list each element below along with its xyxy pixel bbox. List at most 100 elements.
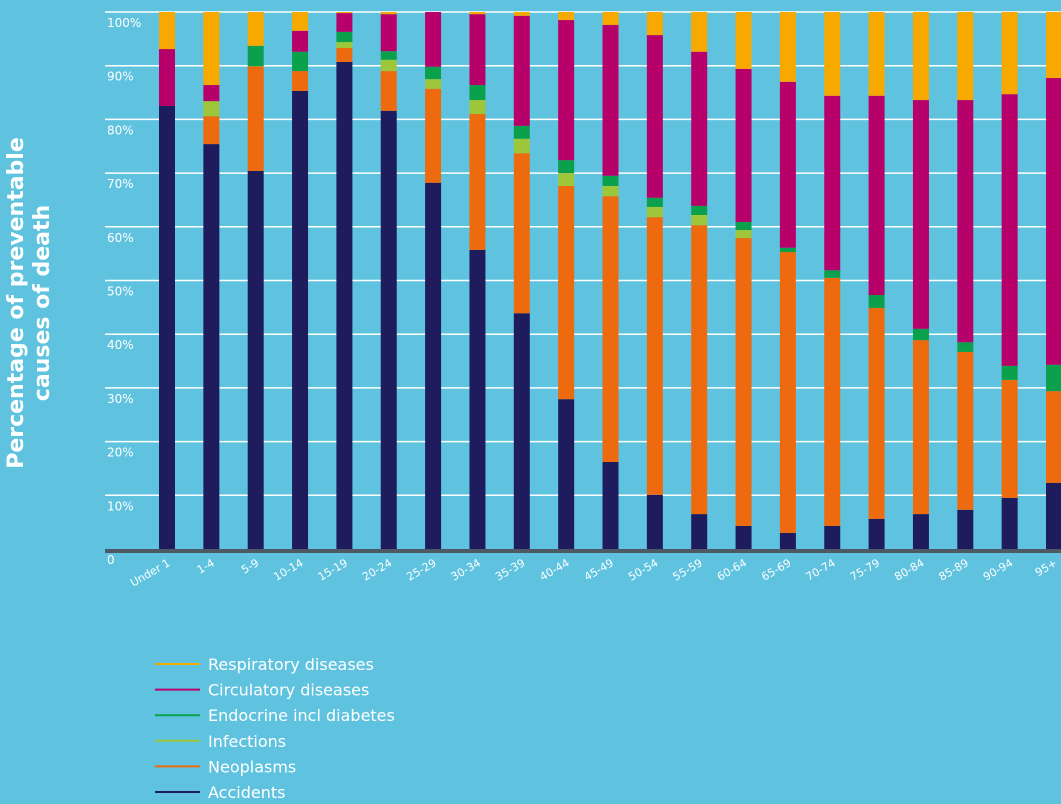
bar-segment bbox=[336, 61, 353, 549]
bar-segment bbox=[513, 15, 530, 126]
bar-segment bbox=[735, 12, 752, 69]
bar-segment bbox=[691, 514, 708, 549]
bar-segment bbox=[824, 277, 841, 526]
bar-segment bbox=[469, 100, 486, 115]
bar-segment bbox=[868, 95, 885, 295]
bar-segment bbox=[735, 525, 752, 549]
bar-segment bbox=[469, 85, 486, 101]
bar-segment bbox=[691, 214, 708, 226]
legend-label: Circulatory diseases bbox=[208, 681, 369, 700]
x-tick-label: 50-54 bbox=[626, 556, 660, 583]
bar-segment bbox=[779, 247, 796, 253]
bar-segment bbox=[824, 525, 841, 549]
bar-segment bbox=[513, 12, 530, 16]
bar-segment bbox=[336, 47, 353, 62]
bar-segment bbox=[513, 138, 530, 154]
bar-segment bbox=[1046, 78, 1061, 365]
bar-segment bbox=[912, 328, 929, 341]
bar-segment bbox=[1046, 391, 1061, 483]
bar-segment bbox=[957, 509, 974, 549]
x-tick-label: 90-94 bbox=[981, 556, 1015, 583]
x-tick-label: 5-9 bbox=[239, 556, 261, 576]
bar-segment bbox=[691, 205, 708, 215]
bar-segment bbox=[336, 31, 353, 43]
bar-segment bbox=[380, 14, 397, 52]
bar-segment bbox=[380, 110, 397, 550]
bar-segment bbox=[1001, 94, 1018, 366]
legend-label: Accidents bbox=[208, 783, 285, 802]
x-tick-label: 25-29 bbox=[404, 556, 438, 583]
x-tick-label: 10-14 bbox=[271, 556, 305, 583]
bar-segment bbox=[957, 100, 974, 343]
legend-label: Respiratory diseases bbox=[208, 655, 374, 674]
bar-segment bbox=[646, 197, 663, 207]
x-tick-label: 20-24 bbox=[360, 556, 394, 583]
bar-segment bbox=[646, 12, 663, 36]
x-tick-label: 1-4 bbox=[195, 556, 217, 576]
bar-segment bbox=[779, 532, 796, 549]
x-tick-label: 15-19 bbox=[316, 556, 350, 583]
bar-segment bbox=[1046, 12, 1061, 79]
bar-segment bbox=[380, 71, 397, 111]
bar-segment bbox=[558, 399, 575, 549]
bar-segment bbox=[469, 12, 486, 15]
bar-segment bbox=[957, 351, 974, 510]
bar-segment bbox=[558, 185, 575, 400]
bar-segment bbox=[425, 182, 442, 550]
bar-segment bbox=[1001, 12, 1018, 95]
bar-segment bbox=[159, 105, 175, 549]
bar-segment bbox=[513, 153, 530, 314]
x-tick-label: 65-69 bbox=[759, 556, 793, 583]
legend-label: Infections bbox=[208, 732, 286, 751]
bar-segment bbox=[380, 59, 397, 72]
bar-segment bbox=[292, 51, 309, 72]
bar-segment bbox=[558, 173, 575, 186]
y-tick-label: 40% bbox=[107, 338, 134, 352]
y-tick-label: 30% bbox=[107, 392, 134, 406]
bar-segment bbox=[203, 101, 220, 117]
bar-segment bbox=[691, 12, 708, 52]
bar-segment bbox=[247, 66, 264, 171]
bar-segment bbox=[868, 518, 885, 549]
bar-segment bbox=[336, 42, 353, 48]
bar-segment bbox=[247, 45, 264, 67]
y-tick-label: 20% bbox=[107, 446, 134, 460]
bar-segment bbox=[159, 12, 175, 50]
bar-segment bbox=[513, 313, 530, 549]
x-tick-label: 85-89 bbox=[937, 556, 971, 583]
bar-segment bbox=[1046, 364, 1061, 392]
x-tick-label: 45-49 bbox=[582, 556, 616, 583]
bar-segment bbox=[779, 81, 796, 248]
bar-segment bbox=[912, 12, 929, 101]
bar-segment bbox=[868, 12, 885, 96]
y-tick-label: 70% bbox=[107, 177, 134, 191]
bar-segment bbox=[380, 51, 397, 60]
bar-segment bbox=[602, 12, 619, 25]
y-tick-label: 90% bbox=[107, 70, 134, 84]
bar-segment bbox=[380, 12, 397, 15]
y-tick-label: 80% bbox=[107, 123, 134, 137]
bar-segment bbox=[691, 51, 708, 206]
x-tick-label: 30-34 bbox=[449, 556, 483, 583]
legend-label: Neoplasms bbox=[208, 757, 296, 776]
x-tick-label: 70-74 bbox=[804, 556, 838, 583]
bar-segment bbox=[779, 252, 796, 533]
bar-segment bbox=[868, 307, 885, 519]
bar-segment bbox=[735, 68, 752, 222]
bar-segment bbox=[292, 71, 309, 91]
bar-segment bbox=[602, 462, 619, 549]
y-tick-label: 50% bbox=[107, 285, 134, 299]
bar-segment bbox=[735, 238, 752, 526]
bar-segment bbox=[957, 12, 974, 101]
bar-segment bbox=[247, 170, 264, 549]
bar-segment bbox=[602, 196, 619, 463]
bar-segment bbox=[425, 12, 442, 67]
bar-segment bbox=[469, 114, 486, 250]
bar-segment bbox=[1001, 379, 1018, 498]
x-tick-label: 40-44 bbox=[537, 556, 571, 583]
bar-segment bbox=[1001, 497, 1018, 549]
bar-segment bbox=[691, 225, 708, 515]
bar-segment bbox=[824, 95, 841, 271]
bar-segment bbox=[558, 12, 575, 21]
